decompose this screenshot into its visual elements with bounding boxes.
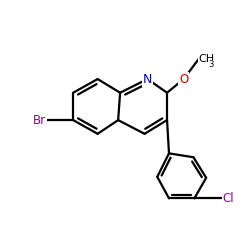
Text: Cl: Cl [223, 192, 234, 205]
Text: 3: 3 [208, 60, 214, 69]
Text: CH: CH [198, 54, 214, 64]
Text: Br: Br [33, 114, 46, 126]
Text: O: O [179, 72, 188, 86]
Text: N: N [143, 72, 152, 86]
